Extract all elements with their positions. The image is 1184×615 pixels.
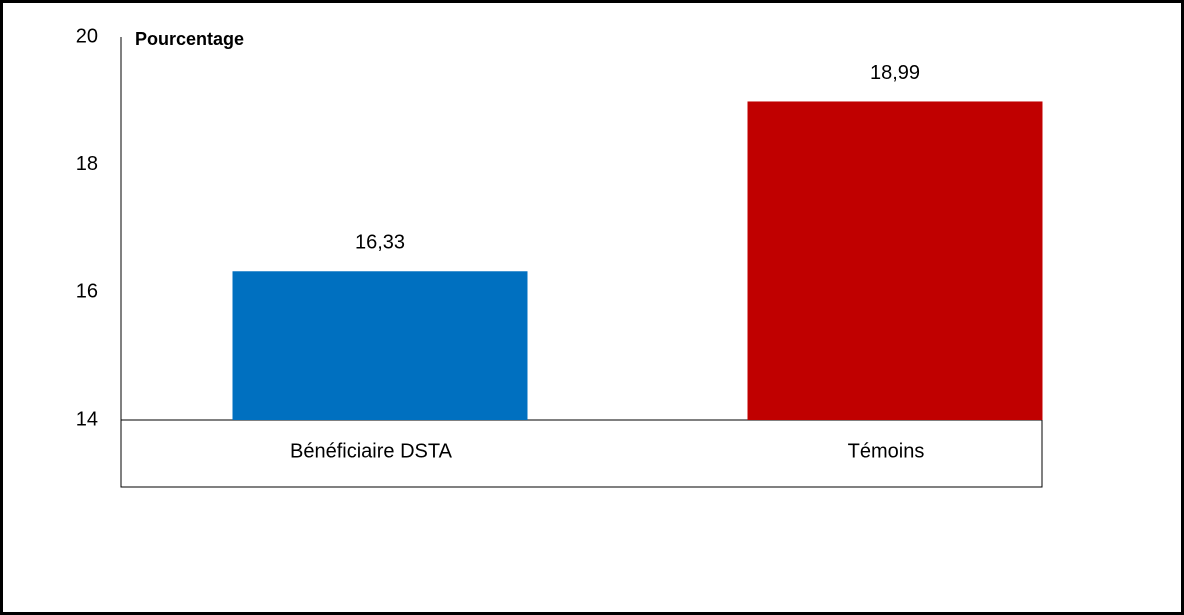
y-axis-title: Pourcentage [135, 29, 244, 49]
y-tick-label: 14 [76, 408, 98, 430]
y-tick-label: 18 [76, 153, 98, 175]
category-box [120, 419, 1043, 488]
bar [747, 101, 1043, 420]
bar [232, 271, 528, 420]
value-label: 18,99 [870, 62, 920, 84]
y-tick-label: 16 [76, 281, 98, 303]
x-tick-label: Témoins [848, 440, 925, 462]
y-tick-label: 20 [76, 25, 98, 47]
value-label: 16,33 [355, 232, 405, 254]
x-tick-label: Bénéficiaire DSTA [290, 440, 453, 462]
